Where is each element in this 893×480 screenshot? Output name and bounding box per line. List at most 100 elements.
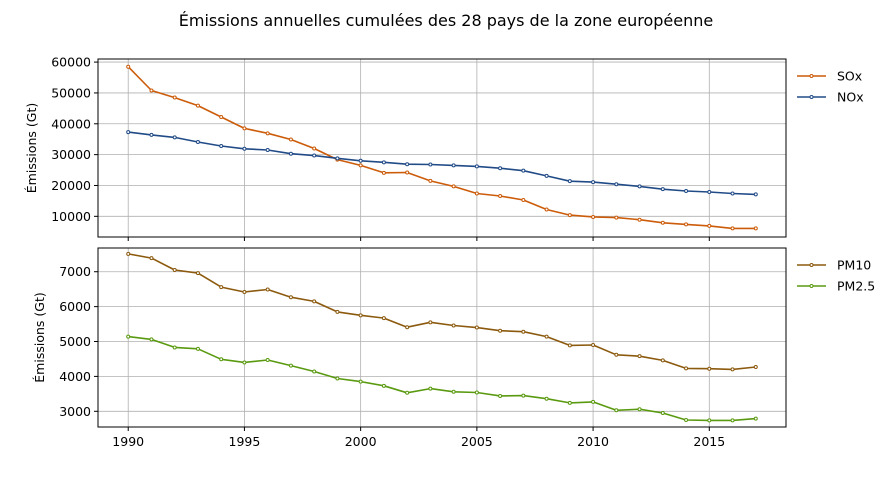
data-point	[614, 215, 619, 220]
data-point	[591, 214, 596, 219]
data-point	[544, 173, 549, 178]
y-axis-label: Émissions (Gt)	[32, 292, 47, 382]
x-tick-label: 2015	[693, 434, 725, 449]
data-point	[567, 400, 572, 405]
data-point	[405, 325, 410, 330]
data-point	[614, 352, 619, 357]
chart-panels: 10000 20000 30000 40000 50000 60000 Émissions …	[24, 55, 875, 449]
data-point	[521, 168, 526, 173]
data-point	[637, 354, 642, 359]
data-point	[149, 337, 154, 342]
data-point	[684, 189, 689, 194]
data-point	[707, 223, 712, 228]
y-tick-label: 4000	[59, 369, 91, 384]
data-point	[126, 64, 131, 69]
data-point	[195, 103, 200, 108]
data-point	[335, 309, 340, 314]
y-tick-label: 10000	[51, 209, 91, 224]
data-point	[312, 146, 317, 151]
data-point	[474, 325, 479, 330]
data-point	[172, 345, 177, 350]
y-tick-label: 60000	[51, 55, 91, 70]
x-tick-label: 1990	[112, 434, 144, 449]
data-point	[753, 226, 758, 231]
data-point	[730, 191, 735, 196]
data-point	[591, 180, 596, 185]
data-point	[149, 88, 154, 93]
data-point	[660, 411, 665, 416]
data-point	[707, 366, 712, 371]
data-point	[637, 184, 642, 189]
data-point	[521, 197, 526, 202]
data-point	[381, 160, 386, 165]
chart-panel-1: 10000 20000 30000 40000 50000 60000 Émissions …	[24, 55, 864, 241]
data-point	[358, 163, 363, 168]
data-point	[428, 386, 433, 391]
data-point	[498, 393, 503, 398]
data-point	[358, 158, 363, 163]
data-point	[242, 289, 247, 294]
data-point	[428, 320, 433, 325]
data-point	[172, 267, 177, 272]
legend-marker	[809, 95, 814, 99]
data-point	[707, 418, 712, 423]
data-point	[730, 418, 735, 423]
x-tick-label: 2005	[461, 434, 493, 449]
data-point	[684, 366, 689, 371]
data-point	[265, 358, 270, 363]
data-point	[591, 343, 596, 348]
data-point	[381, 316, 386, 321]
data-point	[753, 364, 758, 369]
y-axis-label: Émissions (Gt)	[24, 103, 39, 193]
series-line-pm25	[128, 335, 756, 422]
legend-marker	[809, 284, 814, 288]
data-point	[498, 193, 503, 198]
data-point	[498, 328, 503, 333]
data-point	[242, 360, 247, 365]
data-point	[637, 217, 642, 222]
data-point	[474, 164, 479, 169]
data-point	[684, 418, 689, 423]
data-point	[335, 376, 340, 381]
data-point	[265, 148, 270, 153]
data-point	[428, 178, 433, 183]
data-point	[219, 114, 224, 119]
y-tick-label: 50000	[51, 85, 91, 100]
legend-label: PM2.5	[837, 279, 875, 294]
data-point	[567, 343, 572, 348]
data-point	[358, 379, 363, 384]
data-point	[149, 256, 154, 261]
data-point	[614, 408, 619, 413]
data-point	[474, 191, 479, 196]
legend-label: NOx	[837, 90, 864, 105]
data-point	[219, 285, 224, 290]
data-point	[567, 179, 572, 184]
x-tick-label: 1995	[229, 434, 261, 449]
data-point	[567, 213, 572, 218]
y-tick-label: 3000	[59, 404, 91, 419]
x-tick-label: 2010	[577, 434, 609, 449]
data-point	[126, 251, 131, 256]
data-point	[544, 207, 549, 212]
y-tick-label: 40000	[51, 116, 91, 131]
data-point	[288, 151, 293, 156]
data-point	[498, 166, 503, 171]
series-line-sox	[127, 66, 756, 230]
data-point	[288, 363, 293, 368]
data-point	[242, 126, 247, 131]
legend-marker	[809, 263, 814, 267]
y-tick-label: 30000	[51, 147, 91, 162]
y-tick-label: 6000	[59, 299, 91, 314]
data-point	[172, 95, 177, 100]
data-point	[428, 162, 433, 167]
data-point	[312, 153, 317, 158]
data-point	[195, 346, 200, 351]
x-tick-label: 2000	[345, 434, 377, 449]
data-point	[753, 416, 758, 421]
y-tick-label: 20000	[51, 178, 91, 193]
data-point	[521, 329, 526, 334]
series-line-nox	[128, 131, 756, 196]
data-point	[544, 334, 549, 339]
data-point	[451, 163, 456, 168]
data-point	[451, 323, 456, 328]
